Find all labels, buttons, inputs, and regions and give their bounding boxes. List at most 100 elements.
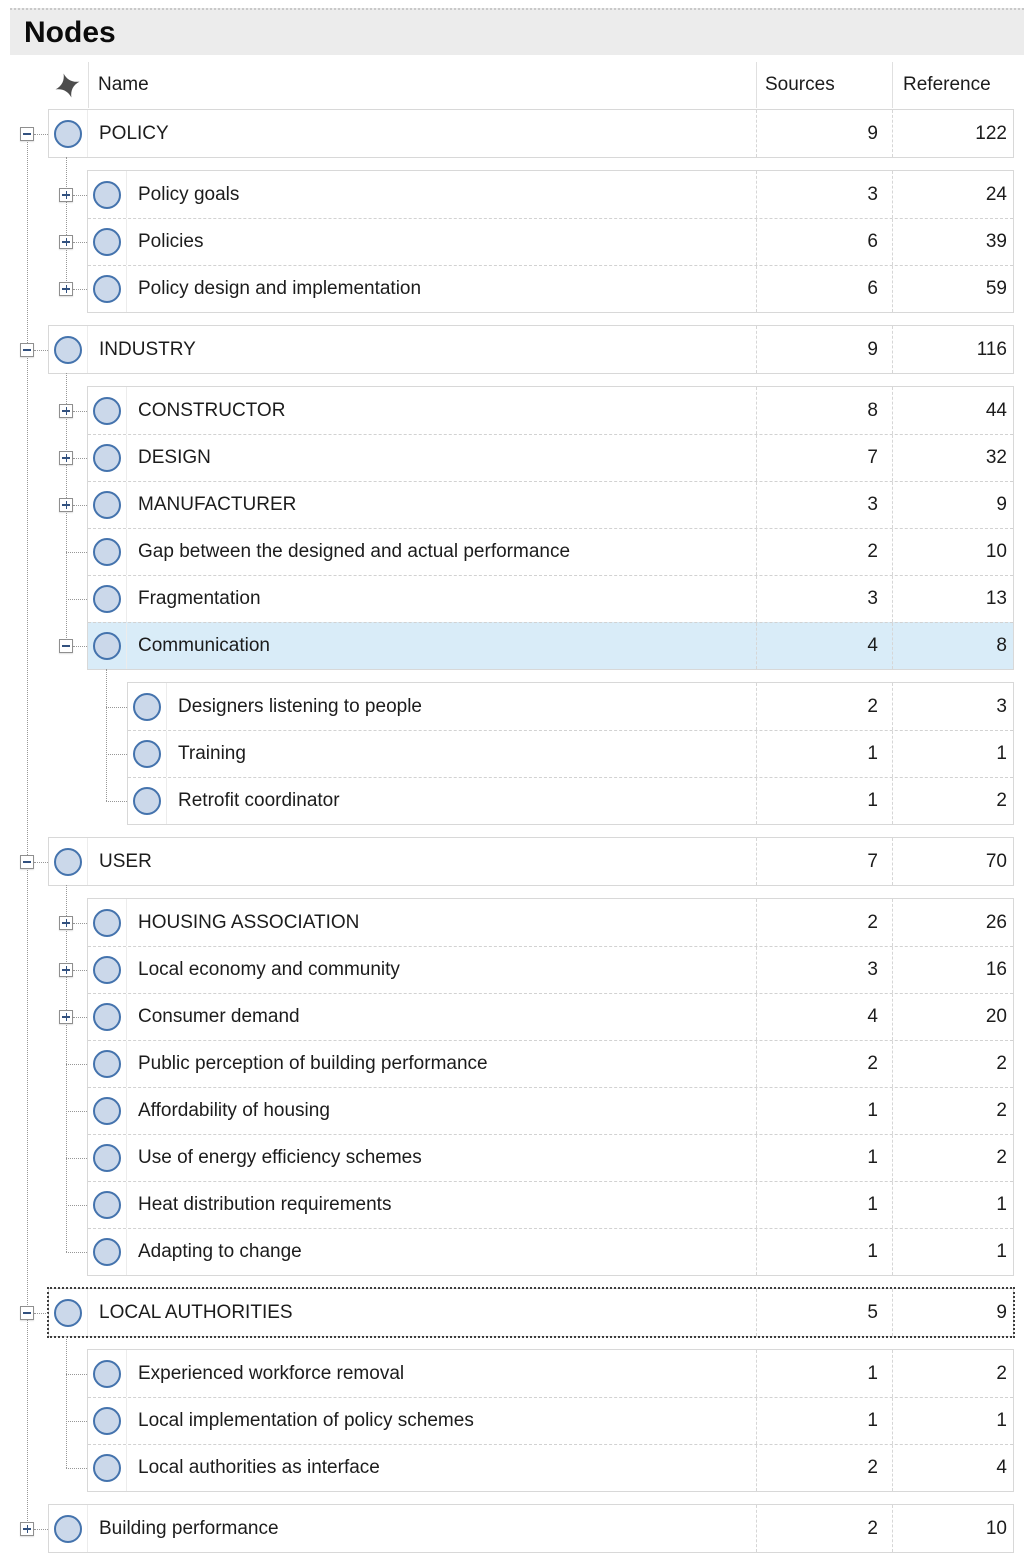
tree-row[interactable]: Gap between the designed and actual perf… (88, 528, 1013, 575)
row-name-cell: Policy design and implementation (88, 266, 756, 312)
expand-toggle-icon[interactable] (59, 1009, 73, 1024)
node-name-label: Local authorities as interface (138, 1457, 380, 1478)
expand-toggle-icon[interactable] (59, 234, 73, 249)
collapse-toggle-icon[interactable] (20, 342, 34, 357)
row-name-cell: Consumer demand (88, 994, 756, 1040)
expand-toggle-icon[interactable] (59, 450, 73, 465)
node-name-label: Building performance (99, 1517, 279, 1539)
row-name-cell: USER (49, 838, 756, 885)
node-circle-cell (88, 171, 127, 218)
row-reference-value: 2 (892, 1350, 1013, 1397)
row-name-cell: Fragmentation (88, 576, 756, 622)
node-icon (93, 228, 121, 256)
tree-row[interactable]: Training 1 1 (128, 730, 1013, 777)
row-name-cell: Gap between the designed and actual perf… (88, 529, 756, 575)
tree-row[interactable]: Affordability of housing 1 2 (88, 1087, 1013, 1134)
tree-connector-line (66, 598, 87, 600)
tree-row[interactable]: Public perception of building performanc… (88, 1040, 1013, 1087)
node-icon (93, 1407, 121, 1435)
row-sources-value: 5 (756, 1289, 892, 1336)
panel-title-bar: Nodes (10, 8, 1024, 55)
node-circle-cell (88, 1041, 127, 1087)
tree-row[interactable]: HOUSING ASSOCIATION 2 26 (88, 899, 1013, 946)
row-name-cell: POLICY (49, 110, 756, 157)
tree-block: Building performance 2 10 (48, 1504, 1014, 1553)
row-sources-value: 2 (756, 1041, 892, 1087)
row-sources-value: 1 (756, 1135, 892, 1181)
tree-row[interactable]: Consumer demand 4 20 (88, 993, 1013, 1040)
tree-row[interactable]: MANUFACTURER 3 9 (88, 481, 1013, 528)
row-reference-value: 1 (892, 1182, 1013, 1228)
column-header-sources-label: Sources (765, 74, 835, 95)
tree-row[interactable]: Policy design and implementation 6 59 (88, 265, 1013, 312)
row-reference-value: 4 (892, 1445, 1013, 1491)
tree-connector-line (73, 922, 87, 924)
tree-row[interactable]: Policies 6 39 (88, 218, 1013, 265)
collapse-toggle-icon[interactable] (59, 638, 73, 653)
tree-row[interactable]: USER 7 70 (49, 838, 1013, 885)
tree-row[interactable]: Communication 4 8 (88, 622, 1013, 669)
collapse-toggle-icon[interactable] (20, 1305, 34, 1320)
tree-row[interactable]: Retrofit coordinator 1 2 (128, 777, 1013, 824)
row-sources-value: 9 (756, 326, 892, 373)
row-sources-value: 7 (756, 838, 892, 885)
tree-block: HOUSING ASSOCIATION 2 26 Local economy a… (87, 898, 1014, 1276)
tree-connector-line (66, 1420, 87, 1422)
row-sources-value: 3 (756, 482, 892, 528)
tree-block: INDUSTRY 9 116 (48, 325, 1014, 374)
tree-connector-line (73, 969, 87, 971)
node-name-label: Experienced workforce removal (138, 1362, 405, 1384)
node-icon (54, 335, 82, 364)
expand-toggle-icon[interactable] (59, 187, 73, 202)
tree-row[interactable]: LOCAL AUTHORITIES 5 9 (49, 1289, 1013, 1336)
row-name-cell: INDUSTRY (49, 326, 756, 373)
node-name-label: INDUSTRY (99, 338, 196, 360)
node-icon (54, 847, 82, 876)
row-sources-value: 2 (756, 1505, 892, 1552)
node-circle-cell (49, 326, 88, 373)
tree-row[interactable]: Designers listening to people 2 3 (128, 683, 1013, 730)
expand-toggle-icon[interactable] (59, 497, 73, 512)
row-sources-value: 4 (756, 994, 892, 1040)
tree-row[interactable]: CONSTRUCTOR 8 44 (88, 387, 1013, 434)
expand-toggle-icon[interactable] (20, 1521, 34, 1536)
column-header-reference[interactable]: Reference (893, 62, 1014, 108)
tree-connector-line (73, 194, 87, 196)
tree-connector-line (66, 1063, 87, 1065)
tree-row[interactable]: Local authorities as interface 2 4 (88, 1444, 1013, 1491)
row-reference-value: 39 (892, 219, 1013, 265)
row-reference-value: 13 (892, 576, 1013, 622)
column-header-row: Name Sources Reference (10, 62, 1014, 108)
tree-row[interactable]: Policy goals 3 24 (88, 171, 1013, 218)
tree-row[interactable]: Local economy and community 3 16 (88, 946, 1013, 993)
tree-row[interactable]: Heat distribution requirements 1 1 (88, 1181, 1013, 1228)
row-reference-value: 9 (892, 1289, 1013, 1336)
collapse-toggle-icon[interactable] (20, 854, 34, 869)
tree-row[interactable]: POLICY 9 122 (49, 110, 1013, 157)
tree-block: Policy goals 3 24 Policies 6 39 Policy d… (87, 170, 1014, 313)
column-header-sources[interactable]: Sources (757, 62, 893, 108)
node-icon (93, 1191, 121, 1219)
tree-row[interactable]: Use of energy efficiency schemes 1 2 (88, 1134, 1013, 1181)
row-name-cell: CONSTRUCTOR (88, 387, 756, 434)
tree-row[interactable]: INDUSTRY 9 116 (49, 326, 1013, 373)
expand-toggle-icon[interactable] (59, 403, 73, 418)
node-name-label: Heat distribution requirements (138, 1194, 392, 1215)
expand-toggle-icon[interactable] (59, 915, 73, 930)
row-name-cell: Training (128, 731, 756, 777)
tree-row[interactable]: Building performance 2 10 (49, 1505, 1013, 1552)
node-name-label: DESIGN (138, 447, 211, 468)
expand-toggle-icon[interactable] (59, 962, 73, 977)
column-header-reference-label: Reference (903, 74, 991, 95)
tree-row[interactable]: Local implementation of policy schemes 1… (88, 1397, 1013, 1444)
tree-row[interactable]: Adapting to change 1 1 (88, 1228, 1013, 1275)
tree-row[interactable]: DESIGN 7 32 (88, 434, 1013, 481)
collapse-toggle-icon[interactable] (20, 126, 34, 141)
column-header-name[interactable]: Name (89, 62, 757, 108)
row-sources-value: 6 (756, 266, 892, 312)
expand-toggle-icon[interactable] (59, 281, 73, 296)
node-icon (93, 956, 121, 984)
tree-row[interactable]: Experienced workforce removal 1 2 (88, 1350, 1013, 1397)
tree-row[interactable]: Fragmentation 3 13 (88, 575, 1013, 622)
row-sources-value: 4 (756, 623, 892, 669)
